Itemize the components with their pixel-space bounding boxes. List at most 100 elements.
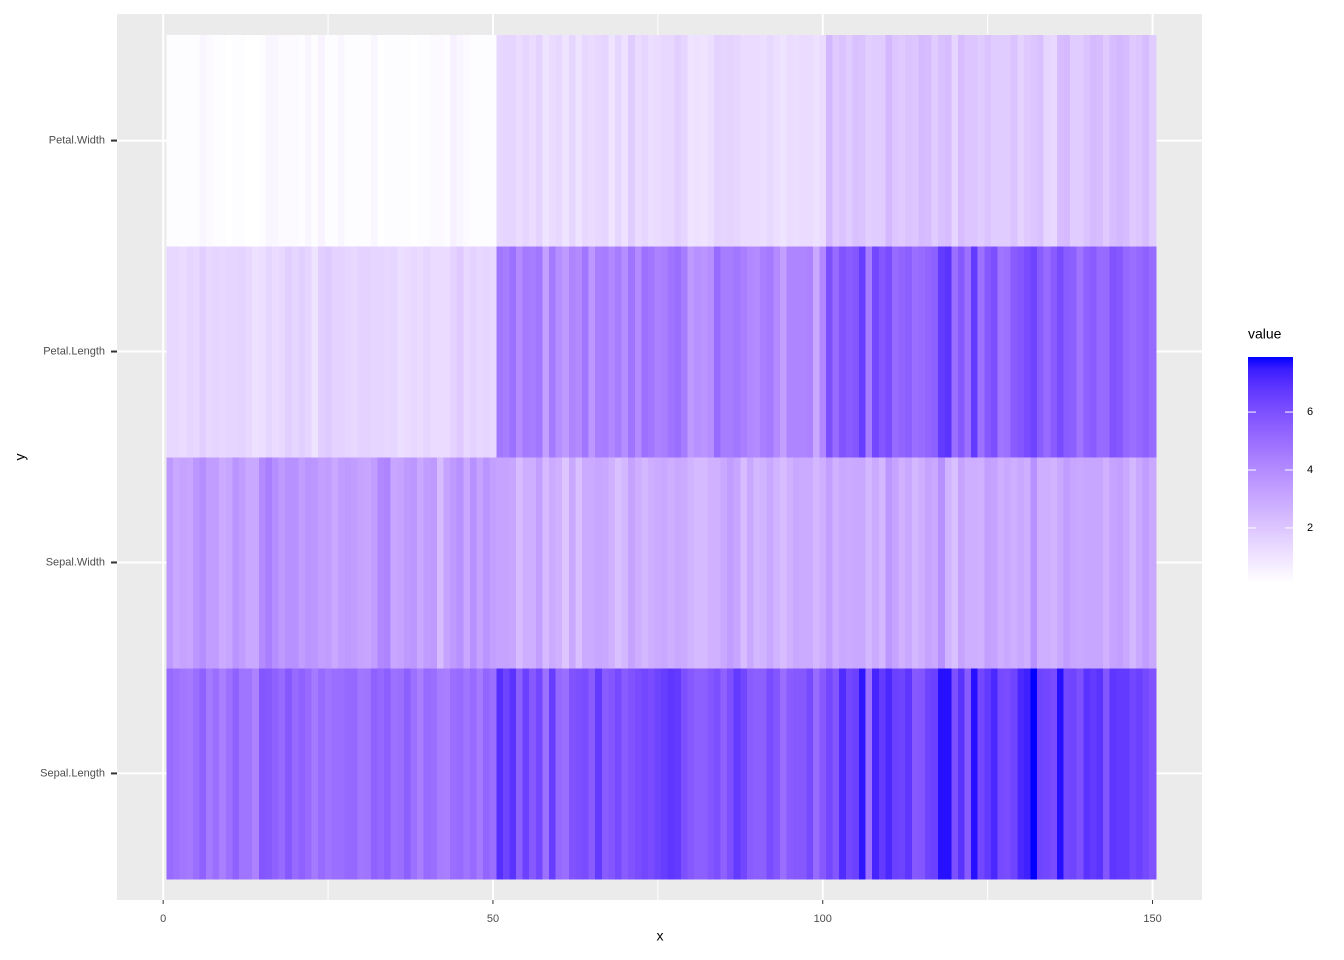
tile <box>1070 667 1078 880</box>
x-tick-label: 150 <box>1143 913 1161 925</box>
tile <box>423 667 431 880</box>
tile <box>575 246 583 458</box>
tile <box>614 667 623 880</box>
tile <box>878 667 887 880</box>
tile <box>318 246 326 458</box>
tile <box>753 35 761 247</box>
tile <box>628 457 636 669</box>
tile <box>595 457 603 669</box>
tile <box>311 35 319 247</box>
tile <box>245 35 253 247</box>
tile <box>694 457 702 669</box>
tile <box>1004 457 1012 669</box>
y-axis-title: y <box>12 454 28 461</box>
tile <box>680 35 689 247</box>
tile <box>628 246 636 458</box>
tile <box>285 246 293 458</box>
tile <box>384 457 392 669</box>
tile <box>265 457 273 669</box>
tile <box>304 246 313 458</box>
tile <box>219 35 227 247</box>
tile <box>403 457 412 669</box>
tile <box>252 246 260 458</box>
tile <box>166 667 174 880</box>
tile <box>812 246 821 458</box>
tile <box>179 35 187 247</box>
tile <box>1109 457 1117 669</box>
tile <box>1136 457 1144 669</box>
tile <box>370 35 379 247</box>
y-tick-label: Sepal.Width <box>46 556 105 568</box>
tile <box>463 35 471 247</box>
tile <box>661 246 669 458</box>
tile <box>430 35 438 247</box>
tile <box>601 246 609 458</box>
tile <box>298 457 306 669</box>
tile <box>258 246 267 458</box>
tile <box>324 35 332 247</box>
tile <box>826 457 834 669</box>
tile <box>951 35 959 247</box>
tile <box>924 246 933 458</box>
tile <box>555 667 563 880</box>
tile <box>278 35 286 247</box>
tile <box>753 457 761 669</box>
tile <box>212 246 220 458</box>
tile <box>1096 457 1104 669</box>
tiles <box>166 35 1157 880</box>
tile <box>562 667 570 880</box>
tile <box>357 667 365 880</box>
y-tick-label: Sepal.Length <box>40 767 105 779</box>
tile <box>740 457 748 669</box>
tile <box>483 457 491 669</box>
tile <box>417 457 425 669</box>
tile <box>535 457 544 669</box>
tile <box>245 457 253 669</box>
tile <box>1136 667 1144 880</box>
x-axis-title: x <box>657 928 664 944</box>
tile <box>918 246 926 458</box>
tile <box>1103 246 1111 458</box>
tile <box>601 667 609 880</box>
tile <box>997 457 1005 669</box>
tile <box>351 667 359 880</box>
tile <box>1010 246 1018 458</box>
tile <box>496 246 504 458</box>
tile <box>647 35 656 247</box>
tile <box>674 457 682 669</box>
tile <box>971 667 979 880</box>
tile <box>219 246 227 458</box>
tile <box>832 667 840 880</box>
tile <box>489 457 497 669</box>
tile <box>1089 667 1098 880</box>
tile <box>337 457 346 669</box>
tile <box>351 457 359 669</box>
tile <box>199 667 207 880</box>
tile <box>509 457 517 669</box>
tile <box>364 667 372 880</box>
tile <box>944 35 952 247</box>
tile <box>192 457 201 669</box>
tile <box>225 35 234 247</box>
tile <box>344 246 352 458</box>
tile <box>212 667 220 880</box>
tile <box>456 457 464 669</box>
tile <box>766 667 774 880</box>
tile <box>819 457 827 669</box>
tile <box>575 35 583 247</box>
tile <box>410 35 418 247</box>
tile <box>397 35 405 247</box>
tile <box>1037 667 1045 880</box>
tile <box>252 35 260 247</box>
tile <box>1037 35 1045 247</box>
tile <box>245 246 253 458</box>
tile <box>971 246 979 458</box>
tile <box>456 667 464 880</box>
tile <box>588 35 596 247</box>
tile <box>232 457 240 669</box>
tile <box>206 246 214 458</box>
tile <box>324 457 332 669</box>
tile <box>575 457 583 669</box>
tile <box>839 457 847 669</box>
tile <box>733 246 741 458</box>
